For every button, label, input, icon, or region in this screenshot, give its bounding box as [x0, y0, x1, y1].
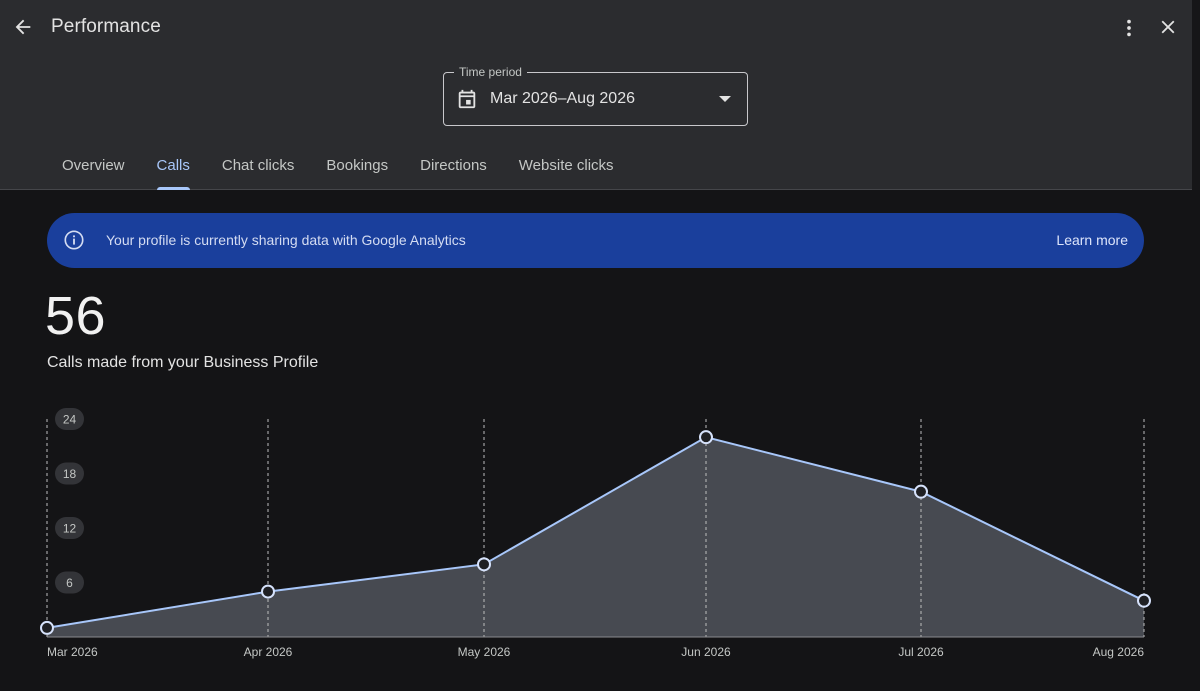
- total-calls-caption: Calls made from your Business Profile: [47, 354, 319, 371]
- back-button[interactable]: [8, 12, 38, 42]
- data-point-4: [699, 430, 713, 445]
- arrow-back-icon: [15, 19, 31, 35]
- analytics-banner: Your profile is currently sharing data w…: [47, 213, 1144, 268]
- header-bar: Performance Time period Mar 2026–Aug 202…: [0, 0, 1192, 190]
- x-tick-label-5: Jul 2026: [898, 645, 944, 659]
- data-point-6: [1137, 593, 1151, 608]
- dropdown-arrow-icon: [719, 96, 731, 102]
- page-title: Performance: [51, 16, 161, 37]
- tab-bar: Overview Calls Chat clicks Bookings Dire…: [46, 148, 630, 190]
- info-icon: [64, 230, 84, 250]
- data-point-3: [477, 557, 491, 572]
- time-period-select[interactable]: Time period Mar 2026–Aug 2026: [443, 65, 748, 126]
- total-calls-value: 56: [45, 286, 107, 346]
- y-tick-label-3: 18: [63, 467, 77, 481]
- close-icon: [1161, 20, 1175, 34]
- calls-area-chart: 6 12 18 24 Mar 2026 Apr 2026 May 2026 Jun 2026 J…: [40, 408, 1151, 659]
- tab-bookings[interactable]: Bookings: [326, 157, 389, 174]
- time-period-value: Mar 2026–Aug 2026: [490, 90, 635, 107]
- close-button[interactable]: [1154, 13, 1182, 41]
- more-vert-icon: [1127, 19, 1131, 37]
- learn-more-link[interactable]: Learn more: [1056, 232, 1128, 248]
- data-point-2: [261, 584, 275, 599]
- more-options-button[interactable]: [1116, 14, 1142, 42]
- data-point-5: [914, 484, 928, 499]
- x-tick-label-1: Mar 2026: [47, 645, 98, 659]
- x-tick-label-3: May 2026: [458, 645, 511, 659]
- y-tick-chip-1: [55, 571, 84, 594]
- tab-website-clicks[interactable]: Website clicks: [518, 157, 614, 174]
- tab-directions[interactable]: Directions: [420, 157, 487, 174]
- y-tick-chip-2: [55, 517, 84, 539]
- y-tick-label-4: 24: [63, 413, 77, 427]
- calls-series-line: [46, 436, 1145, 629]
- data-point-1: [40, 620, 54, 635]
- y-tick-chip-4: [55, 408, 84, 430]
- y-tick-label-2: 12: [63, 522, 77, 536]
- y-tick-label-1: 6: [66, 576, 73, 590]
- x-tick-label-4: Jun 2026: [681, 645, 731, 659]
- banner-message: Your profile is currently sharing data w…: [106, 232, 466, 248]
- tab-calls[interactable]: Calls: [141, 148, 206, 190]
- right-edge: [1192, 0, 1200, 190]
- tab-overview[interactable]: Overview: [62, 157, 125, 174]
- tab-chat-clicks[interactable]: Chat clicks: [221, 157, 295, 174]
- time-period-label: Time period: [454, 65, 527, 79]
- y-tick-chip-3: [55, 462, 84, 485]
- calls-area-fill: [47, 437, 1144, 637]
- calendar-icon: [458, 89, 476, 109]
- x-tick-label-6: Aug 2026: [1093, 645, 1145, 659]
- x-tick-label-2: Apr 2026: [244, 645, 293, 659]
